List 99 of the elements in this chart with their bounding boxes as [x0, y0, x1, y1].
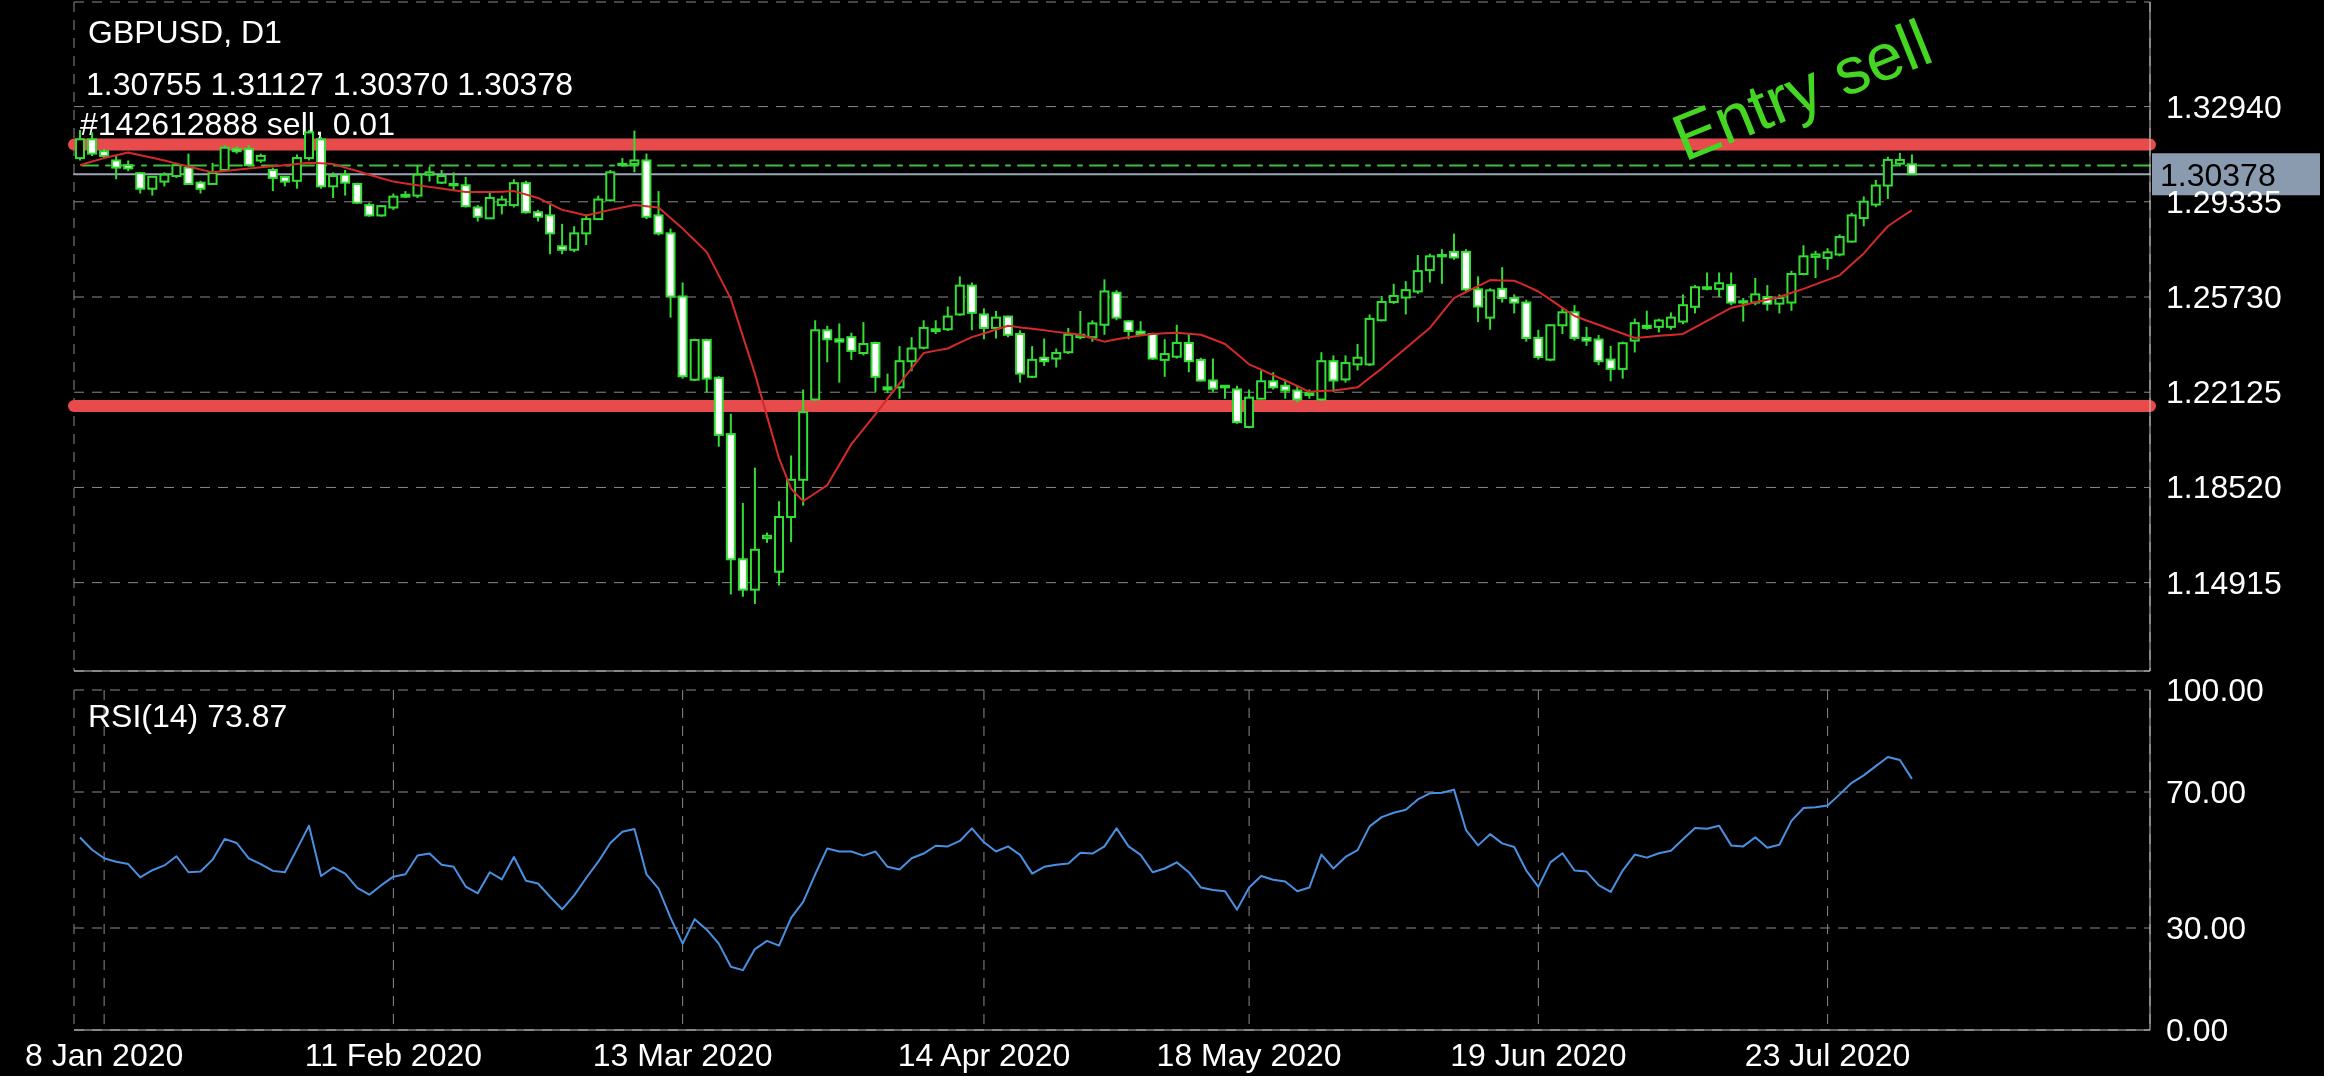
candlestick: [593, 194, 604, 222]
candlestick: [267, 166, 278, 193]
candlestick: [1690, 284, 1701, 315]
candlestick: [147, 175, 158, 197]
candlestick: [1436, 248, 1447, 285]
candlestick: [834, 322, 845, 384]
chart-title: GBPUSD, D1: [88, 14, 282, 51]
candlestick: [1352, 343, 1363, 372]
x-tick-label: 19 Jun 2020: [1450, 1037, 1627, 1073]
y-tick-label: 1.18520: [2166, 469, 2282, 506]
x-tick-label: 14 Apr 2020: [897, 1037, 1071, 1073]
candlestick: [822, 324, 833, 364]
candlestick: [1605, 344, 1616, 383]
candlestick: [1497, 266, 1508, 304]
candlestick: [291, 153, 302, 190]
candlestick: [858, 321, 869, 357]
candlestick: [990, 310, 1001, 340]
candlestick: [1171, 323, 1182, 360]
text: 1.30755 1.31127 1.30370 1.30378: [86, 66, 573, 103]
candlestick: [846, 331, 857, 361]
x-tick-label: 8 Jan 2020: [24, 1037, 184, 1073]
x-tick-label: 18 May 2020: [1156, 1037, 1342, 1073]
candlestick: [1822, 247, 1833, 271]
candlestick: [581, 213, 592, 246]
x-tick-label: 13 Mar 2020: [592, 1037, 773, 1073]
candlestick: [1750, 277, 1761, 307]
y-tick-label: 1.32940: [2166, 88, 2282, 125]
candlestick: [629, 129, 640, 174]
candlestick: [1858, 195, 1869, 228]
candlestick: [1207, 357, 1218, 393]
y-tick-label: 100.00: [2166, 672, 2264, 708]
candlestick: [243, 144, 254, 168]
candlestick: [1183, 332, 1194, 374]
candlestick: [1256, 369, 1267, 401]
y-tick-label: 0.00: [2166, 1012, 2229, 1048]
candlestick: [1798, 244, 1809, 277]
candlestick: [1412, 254, 1423, 295]
candlestick: [1087, 319, 1098, 343]
candlestick: [1473, 275, 1484, 324]
ref-line-label: #142612888 sell, 0.01: [80, 106, 395, 143]
candlestick: [183, 152, 194, 187]
candlestick: [1280, 378, 1291, 400]
y-tick-label: 1.14915: [2166, 564, 2282, 601]
candlestick: [1509, 293, 1520, 315]
candlestick: [412, 164, 423, 199]
candlestick: [508, 178, 519, 209]
y-tick-label: 70.00: [2166, 774, 2247, 810]
y-tick-label: 1.22125: [2166, 374, 2282, 411]
candlestick: [978, 307, 989, 341]
candlestick: [1123, 319, 1134, 341]
candlestick: [882, 372, 893, 395]
candlestick: [340, 168, 351, 197]
chart-title: RSI(14) 73.87: [88, 698, 288, 735]
candlestick: [1376, 294, 1387, 323]
candlestick: [1424, 252, 1435, 284]
annotation: Entry sell: [1661, 3, 1942, 176]
candlestick: [1063, 326, 1074, 356]
candlestick: [135, 171, 146, 195]
candlestick: [557, 222, 568, 256]
candlestick: [1870, 179, 1881, 209]
candlestick: [1448, 232, 1459, 261]
candlestick: [484, 190, 495, 221]
candlestick: [111, 154, 122, 181]
candlestick: [1159, 338, 1170, 378]
candlestick: [1581, 325, 1592, 347]
candlestick: [906, 336, 917, 373]
candlestick: [1774, 293, 1785, 315]
candlestick: [1051, 347, 1062, 369]
y-tick-label: 30.00: [2166, 910, 2247, 946]
candlestick: [1629, 317, 1640, 354]
candlestick: [1328, 354, 1339, 393]
candlestick: [1810, 249, 1821, 279]
x-tick-label: 11 Feb 2020: [304, 1037, 483, 1073]
candlestick: [918, 319, 929, 351]
candlestick: [1533, 328, 1544, 361]
candlestick: [1039, 337, 1050, 367]
x-tick-label: 23 Jul 2020: [1744, 1037, 1911, 1073]
candlestick: [1738, 297, 1749, 323]
candlestick: [653, 190, 664, 237]
candlestick: [1340, 354, 1351, 384]
candlestick: [1677, 293, 1688, 326]
candlestick: [942, 305, 953, 333]
candlestick: [1027, 345, 1038, 380]
candlestick: [1714, 271, 1725, 299]
candlestick: [328, 171, 339, 199]
candlestick: [1641, 309, 1652, 331]
candlestick: [1726, 271, 1737, 307]
candlestick: [1400, 280, 1411, 316]
candlestick: [1834, 233, 1845, 258]
candlestick: [460, 175, 471, 209]
candlestick: [1906, 153, 1917, 176]
y-tick-label: 1.25730: [2166, 279, 2282, 316]
line-series: [79, 755, 1913, 972]
candlestick: [569, 225, 580, 254]
candlestick: [1557, 306, 1568, 335]
candlestick: [496, 194, 507, 216]
candlestick: [219, 144, 230, 173]
candlestick: [1388, 282, 1399, 305]
candlestick: [545, 204, 556, 256]
